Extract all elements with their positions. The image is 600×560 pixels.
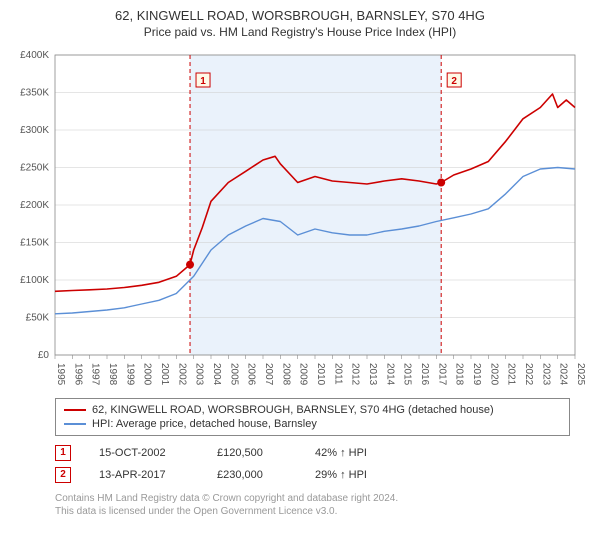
event-price: £230,000	[217, 469, 287, 481]
event-date: 15-OCT-2002	[99, 447, 189, 459]
event-date: 13-APR-2017	[99, 469, 189, 481]
legend-label: HPI: Average price, detached house, Barn…	[92, 418, 317, 430]
svg-text:2012: 2012	[350, 363, 361, 386]
chart-container: 62, KINGWELL ROAD, WORSBROUGH, BARNSLEY,…	[0, 0, 600, 560]
svg-text:1996: 1996	[72, 363, 83, 386]
svg-text:2011: 2011	[332, 363, 343, 385]
svg-text:2005: 2005	[228, 363, 239, 386]
event-marker-icon: 1	[55, 445, 71, 461]
svg-text:2000: 2000	[142, 363, 153, 386]
svg-text:£150K: £150K	[20, 237, 49, 248]
event-price: £120,500	[217, 447, 287, 459]
svg-text:2004: 2004	[211, 363, 222, 386]
footer-line: This data is licensed under the Open Gov…	[55, 505, 570, 518]
svg-text:£200K: £200K	[20, 200, 49, 211]
svg-text:2001: 2001	[159, 363, 170, 386]
svg-text:1997: 1997	[90, 363, 101, 386]
legend-item: HPI: Average price, detached house, Barn…	[64, 417, 561, 431]
footer-line: Contains HM Land Registry data © Crown c…	[55, 492, 570, 505]
footer-attribution: Contains HM Land Registry data © Crown c…	[55, 492, 570, 518]
event-list: 1 15-OCT-2002 £120,500 42% ↑ HPI 2 13-AP…	[55, 442, 570, 486]
svg-text:2025: 2025	[575, 363, 586, 386]
legend-label: 62, KINGWELL ROAD, WORSBROUGH, BARNSLEY,…	[92, 404, 494, 416]
svg-text:2016: 2016	[419, 363, 430, 386]
event-marker-icon: 2	[55, 467, 71, 483]
svg-text:1995: 1995	[55, 363, 66, 386]
svg-text:1998: 1998	[107, 363, 118, 386]
svg-text:2018: 2018	[454, 363, 465, 386]
chart-area: £0 £50K £100K £150K £200K £250K £300K £350K £400…	[10, 47, 590, 392]
svg-text:2006: 2006	[246, 363, 257, 386]
svg-text:£0: £0	[38, 350, 50, 361]
svg-text:2014: 2014	[384, 363, 395, 386]
chart-title: 62, KINGWELL ROAD, WORSBROUGH, BARNSLEY,…	[0, 0, 600, 25]
svg-text:2002: 2002	[176, 363, 187, 386]
svg-text:£400K: £400K	[20, 50, 49, 61]
svg-text:2: 2	[451, 76, 457, 87]
svg-text:£250K: £250K	[20, 162, 49, 173]
svg-text:2008: 2008	[280, 363, 291, 386]
svg-text:£300K: £300K	[20, 125, 49, 136]
event-row: 1 15-OCT-2002 £120,500 42% ↑ HPI	[55, 442, 570, 464]
svg-text:2003: 2003	[194, 363, 205, 386]
svg-text:£350K: £350K	[20, 87, 49, 98]
event-row: 2 13-APR-2017 £230,000 29% ↑ HPI	[55, 464, 570, 486]
svg-text:2022: 2022	[523, 363, 534, 386]
legend-swatch-property	[64, 409, 86, 411]
svg-text:2013: 2013	[367, 363, 378, 386]
legend-swatch-hpi	[64, 423, 86, 425]
svg-text:2017: 2017	[436, 363, 447, 386]
svg-text:2020: 2020	[488, 363, 499, 386]
svg-text:2023: 2023	[540, 363, 551, 386]
svg-text:2015: 2015	[402, 363, 413, 386]
event-pct: 29% ↑ HPI	[315, 469, 405, 481]
svg-text:2024: 2024	[558, 363, 569, 386]
svg-text:£100K: £100K	[20, 275, 49, 286]
svg-text:1: 1	[200, 76, 206, 87]
legend: 62, KINGWELL ROAD, WORSBROUGH, BARNSLEY,…	[55, 398, 570, 436]
svg-text:1999: 1999	[124, 363, 135, 386]
svg-text:2019: 2019	[471, 363, 482, 386]
svg-text:£50K: £50K	[26, 312, 50, 323]
svg-text:2007: 2007	[263, 363, 274, 386]
event-pct: 42% ↑ HPI	[315, 447, 405, 459]
legend-item: 62, KINGWELL ROAD, WORSBROUGH, BARNSLEY,…	[64, 403, 561, 417]
svg-text:2009: 2009	[298, 363, 309, 386]
chart-subtitle: Price paid vs. HM Land Registry's House …	[0, 25, 600, 43]
line-chart: £0 £50K £100K £150K £200K £250K £300K £350K £400…	[10, 47, 590, 387]
svg-text:2021: 2021	[506, 363, 517, 386]
svg-text:2010: 2010	[315, 363, 326, 386]
